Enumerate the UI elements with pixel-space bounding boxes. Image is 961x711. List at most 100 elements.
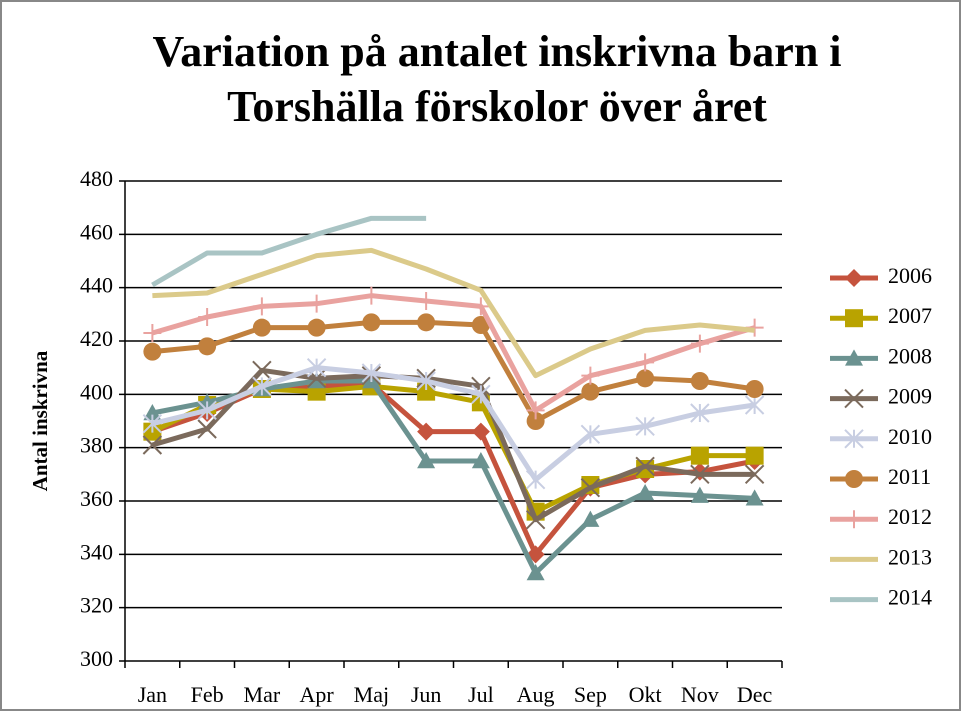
marker [744, 395, 765, 415]
marker [636, 353, 655, 372]
legend-label: 2010 [888, 424, 932, 449]
legend-label: 2009 [888, 384, 932, 409]
marker [844, 429, 864, 449]
marker [142, 413, 163, 434]
marker [690, 464, 710, 485]
marker [525, 469, 546, 490]
marker [417, 292, 436, 310]
marker [416, 371, 436, 391]
y-tick-label: 460 [80, 219, 113, 244]
marker [198, 337, 217, 356]
chart-title: Torshälla förskolor över året [227, 82, 767, 131]
line [151, 293, 756, 413]
marker [252, 360, 272, 381]
marker [143, 404, 162, 421]
marker [526, 564, 545, 581]
y-tick-label: 420 [80, 326, 113, 351]
x-tick-label: Jul [468, 682, 494, 707]
marker [744, 464, 765, 485]
marker [307, 294, 326, 313]
marker [844, 388, 864, 409]
marker [471, 384, 491, 405]
x-tick-label: Aug [517, 682, 555, 707]
legend-label: 2011 [888, 464, 931, 489]
y-axis-label: Antal inskrivna [28, 350, 52, 491]
marker [471, 316, 490, 334]
x-tick-label: Okt [629, 682, 662, 707]
marker [361, 363, 382, 383]
x-tick-label: Sep [574, 682, 607, 707]
y-tick-label: 300 [80, 646, 113, 671]
marker [526, 412, 545, 430]
line [151, 215, 427, 288]
chart-title: Variation på antalet inskrivna barn i [152, 27, 841, 76]
y-tick-label: 440 [80, 273, 113, 298]
marker [471, 422, 490, 441]
marker [745, 446, 764, 465]
x-tick-label: Jun [411, 682, 442, 707]
marker [252, 318, 271, 337]
legend-label: 2006 [888, 263, 932, 288]
line [151, 365, 755, 483]
marker [581, 366, 600, 385]
y-tick-label: 380 [80, 433, 113, 458]
line [151, 367, 755, 523]
x-tick-label: Nov [681, 682, 719, 707]
x-tick-label: Maj [354, 682, 389, 707]
marker [525, 509, 546, 530]
line [152, 319, 755, 424]
line [152, 247, 755, 379]
legend-label: 2013 [888, 544, 932, 569]
marker [690, 372, 709, 390]
y-tick-label: 340 [80, 539, 113, 564]
marker [198, 308, 217, 326]
marker [306, 357, 327, 378]
marker [845, 349, 863, 366]
legend-label: 2007 [888, 303, 932, 328]
marker [845, 470, 863, 488]
marker [526, 401, 545, 420]
marker [417, 452, 436, 469]
legend-label: 2012 [888, 504, 932, 529]
x-tick-label: Apr [300, 682, 335, 707]
marker [417, 422, 436, 441]
y-tick-label: 360 [80, 486, 113, 511]
marker [471, 297, 490, 316]
y-tick-label: 320 [80, 593, 113, 618]
marker [143, 324, 162, 342]
legend-label: 2008 [888, 343, 932, 368]
marker [635, 416, 655, 437]
marker [745, 489, 764, 506]
marker [417, 313, 436, 332]
marker [307, 318, 326, 337]
marker [142, 435, 163, 455]
marker [581, 382, 600, 401]
x-tick-label: Feb [191, 682, 224, 707]
marker [745, 380, 764, 398]
marker [252, 297, 271, 316]
marker [845, 510, 863, 529]
marker [580, 477, 601, 498]
marker [845, 269, 863, 287]
marker [690, 446, 709, 465]
marker [636, 369, 655, 388]
marker [252, 376, 272, 397]
x-tick-label: Jan [138, 682, 167, 707]
marker [143, 342, 162, 361]
marker [845, 309, 863, 328]
marker [581, 510, 600, 527]
marker [690, 334, 709, 353]
legend-label: 2014 [888, 585, 932, 610]
marker [690, 403, 710, 423]
marker [362, 313, 381, 332]
marker [417, 382, 436, 401]
marker [362, 286, 381, 305]
marker [471, 452, 490, 469]
y-tick-label: 400 [80, 379, 113, 404]
x-tick-label: Mar [244, 682, 281, 707]
marker [197, 419, 217, 439]
x-tick-label: Dec [737, 682, 773, 707]
marker [580, 424, 601, 445]
marker [636, 484, 655, 501]
